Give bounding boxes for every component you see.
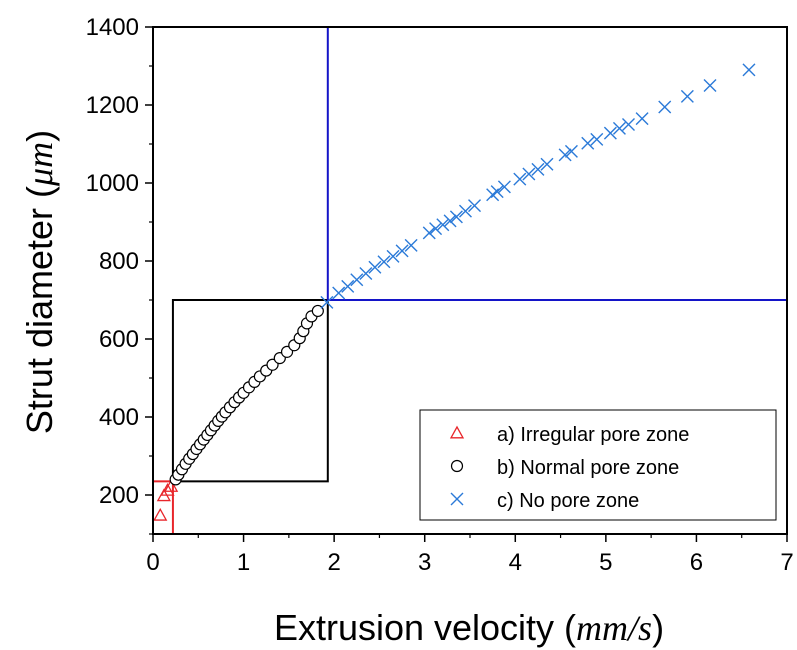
data-point-cross xyxy=(443,214,457,228)
data-point-cross xyxy=(422,226,436,240)
legend-marker-circle xyxy=(450,459,464,473)
data-point-cross xyxy=(680,89,694,103)
y-tick-label: 1200 xyxy=(86,92,139,119)
data-point-cross xyxy=(540,157,554,171)
data-point-cross xyxy=(742,63,756,77)
data-point-cross xyxy=(612,121,626,135)
x-tick-label: 3 xyxy=(418,549,431,576)
data-point-triangle xyxy=(164,479,179,492)
x-tick-label: 7 xyxy=(780,549,793,576)
x-tick-label: 1 xyxy=(237,549,250,576)
data-point-cross xyxy=(490,185,504,199)
data-point-cross xyxy=(703,79,717,92)
y-tick-label: 1000 xyxy=(86,170,139,197)
legend-box xyxy=(419,409,777,521)
y-tick-label: 400 xyxy=(99,404,139,431)
data-point-cross xyxy=(558,148,572,162)
legend-marker-cross xyxy=(450,492,464,506)
x-axis-label: Extrusion velocity (mm/s) xyxy=(274,607,664,648)
data-point-cross xyxy=(350,273,364,287)
data-point-cross xyxy=(622,118,635,131)
y-axis-ticks: 200 400 600 800 1000 1200 1400 xyxy=(86,14,153,535)
y-axis-label: Strut diameter (μm) xyxy=(19,130,60,434)
legend: a) Irregular pore zone b) Normal pore zon… xyxy=(419,409,777,521)
data-point-cross xyxy=(564,144,578,158)
data-point-cross xyxy=(497,180,511,194)
legend-label: a) Irregular pore zone xyxy=(497,424,689,446)
data-points xyxy=(153,63,756,521)
data-point-cross xyxy=(332,286,346,300)
data-point-triangle xyxy=(160,482,175,496)
legend-label: c) No pore zone xyxy=(497,490,639,512)
data-point-cross xyxy=(458,204,472,218)
data-point-cross xyxy=(635,112,649,126)
x-tick-label: 6 xyxy=(690,549,703,576)
data-point-cross xyxy=(468,199,482,213)
data-point-cross xyxy=(590,132,604,146)
data-point-cross xyxy=(581,136,595,150)
data-point-cross xyxy=(531,162,545,176)
x-tick-label: 0 xyxy=(146,549,159,576)
legend-label: b) Normal pore zone xyxy=(497,457,679,479)
data-point-cross xyxy=(449,210,463,224)
data-point-cross xyxy=(320,295,334,309)
y-tick-label: 1400 xyxy=(86,14,139,41)
data-point-cross xyxy=(513,172,527,186)
y-tick-label: 800 xyxy=(99,248,139,275)
data-point-circle xyxy=(311,304,324,318)
x-tick-label: 5 xyxy=(599,549,612,576)
data-point-cross xyxy=(658,100,672,114)
data-point-cross xyxy=(404,238,418,252)
data-point-cross xyxy=(386,249,400,263)
x-tick-label: 4 xyxy=(509,549,522,576)
y-tick-label: 600 xyxy=(99,326,139,353)
data-point-cross xyxy=(603,126,617,140)
data-point-cross xyxy=(522,167,536,181)
data-point-cross xyxy=(429,222,443,236)
normal-zone-box xyxy=(171,299,329,483)
data-point-cross xyxy=(341,279,355,293)
data-point-cross xyxy=(368,260,382,274)
x-axis-ticks: 0 1 2 3 4 5 6 7 xyxy=(146,534,794,576)
data-point-cross xyxy=(377,255,391,269)
legend-marker-triangle xyxy=(449,425,465,439)
data-point-cross xyxy=(436,218,450,232)
data-point-cross xyxy=(359,266,373,280)
y-tick-label: 200 xyxy=(99,482,139,509)
x-tick-label: 2 xyxy=(327,549,340,576)
data-point-cross xyxy=(395,244,409,258)
data-point-triangle xyxy=(153,507,168,521)
